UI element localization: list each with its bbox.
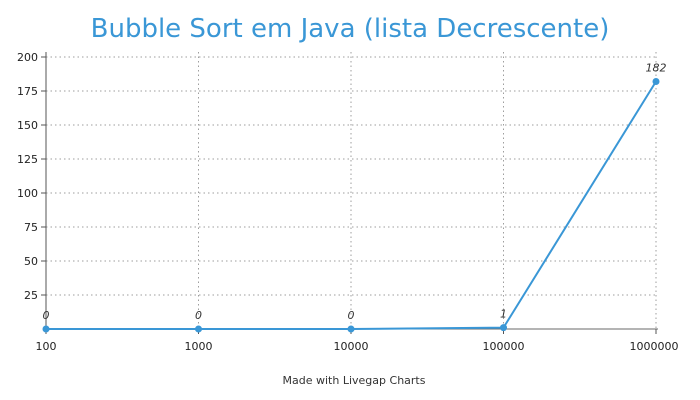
data-label: 0 [43,309,50,322]
y-tick-label: 75 [24,221,38,234]
data-point [42,325,50,333]
x-tick-label: 1000 [185,340,213,353]
y-tick-label: 125 [17,153,38,166]
data-point [500,324,507,332]
chart-credit: Made with Livegap Charts [283,374,426,387]
y-axis-ticks: 25 50 75 100 125 150 175 200 [17,51,46,302]
data-label: 1 [500,308,507,321]
data-label: 182 [646,61,667,74]
x-tick-label: 1000000 [630,340,679,353]
data-point [195,325,202,333]
x-axis-ticks: 100 1000 10000 100000 1000000 [36,329,679,353]
y-tick-label: 25 [24,289,38,302]
y-tick-label: 100 [17,187,38,200]
data-label: 0 [195,309,202,322]
x-tick-label: 10000 [334,340,369,353]
y-tick-label: 200 [17,51,38,64]
y-tick-label: 50 [24,255,38,268]
data-label: 0 [348,309,355,322]
x-tick-label: 100000 [483,340,525,353]
y-tick-label: 150 [17,119,38,132]
x-tick-label: 100 [36,340,57,353]
data-point [347,325,355,333]
data-point [652,77,660,85]
y-tick-label: 175 [17,85,38,98]
grid [46,52,657,329]
series: 0 0 0 1 182 [42,61,667,333]
chart-title: Bubble Sort em Java (lista Decrescente) [91,14,610,44]
